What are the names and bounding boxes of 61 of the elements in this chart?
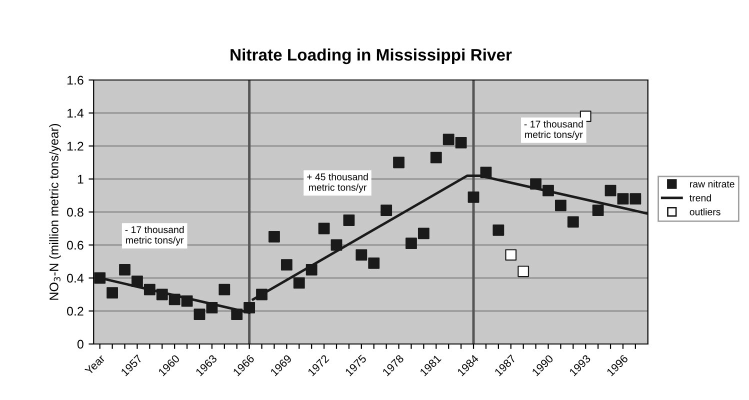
- point: [106, 287, 118, 299]
- point: [94, 272, 106, 284]
- point: [206, 302, 218, 314]
- point: [231, 308, 243, 320]
- point: [293, 277, 305, 289]
- point: [492, 224, 504, 236]
- point: [380, 204, 392, 216]
- point: [430, 152, 442, 164]
- legend-label: raw nitrate: [690, 180, 734, 188]
- point: [194, 308, 206, 320]
- annotation: + 45 thousand metric tons/yr: [307, 173, 368, 193]
- point: [343, 214, 355, 226]
- y-tick-label: 1.4: [67, 108, 84, 118]
- legend-label: trend: [690, 194, 711, 202]
- y-axis-title: NO$_{3}$-N (million metric tons/year): [49, 124, 61, 300]
- annotation: - 17 thousand metric tons/yr: [125, 226, 184, 246]
- annotation: - 17 thousand metric tons/yr: [524, 120, 583, 140]
- point: [244, 302, 256, 314]
- point: [630, 193, 642, 205]
- y-tick-label: 1.6: [67, 76, 84, 85]
- point: [181, 295, 193, 307]
- point: [418, 228, 430, 240]
- point: [468, 191, 480, 203]
- y-tick-label: 1: [78, 174, 84, 184]
- point: [455, 136, 467, 148]
- legend-label: outliers: [690, 208, 720, 216]
- y-tick-label: 0.8: [67, 208, 84, 217]
- point: [268, 231, 280, 242]
- point: [567, 216, 579, 228]
- point: [518, 266, 530, 278]
- point: [542, 184, 554, 196]
- point: [442, 134, 454, 146]
- point: [306, 264, 318, 276]
- point: [280, 259, 292, 271]
- point: [592, 204, 604, 216]
- point: [393, 156, 404, 168]
- x-tick-label: Year: [84, 354, 106, 376]
- point: [256, 288, 268, 300]
- y-tick-label: 0: [77, 340, 84, 349]
- y-tick-label: 0.6: [67, 240, 84, 250]
- point: [368, 257, 380, 269]
- point: [356, 249, 368, 261]
- point: [604, 184, 616, 196]
- point: [505, 249, 517, 261]
- point: [406, 238, 417, 250]
- y-tick-label: 1.2: [67, 142, 84, 151]
- point: [218, 284, 230, 296]
- point: [168, 294, 180, 306]
- y-tick-label: 0.4: [67, 274, 84, 283]
- point: [156, 288, 168, 300]
- y-tick-label: 0.2: [67, 306, 84, 316]
- point: [554, 200, 566, 212]
- point: [480, 166, 492, 178]
- point: [132, 276, 143, 288]
- point: [144, 284, 156, 296]
- chart-title: Nitrate Loading in Mississippi River: [230, 48, 512, 64]
- point: [330, 239, 342, 251]
- point: [530, 178, 542, 190]
- point: [617, 193, 629, 205]
- point: [318, 222, 330, 234]
- point: [119, 264, 130, 276]
